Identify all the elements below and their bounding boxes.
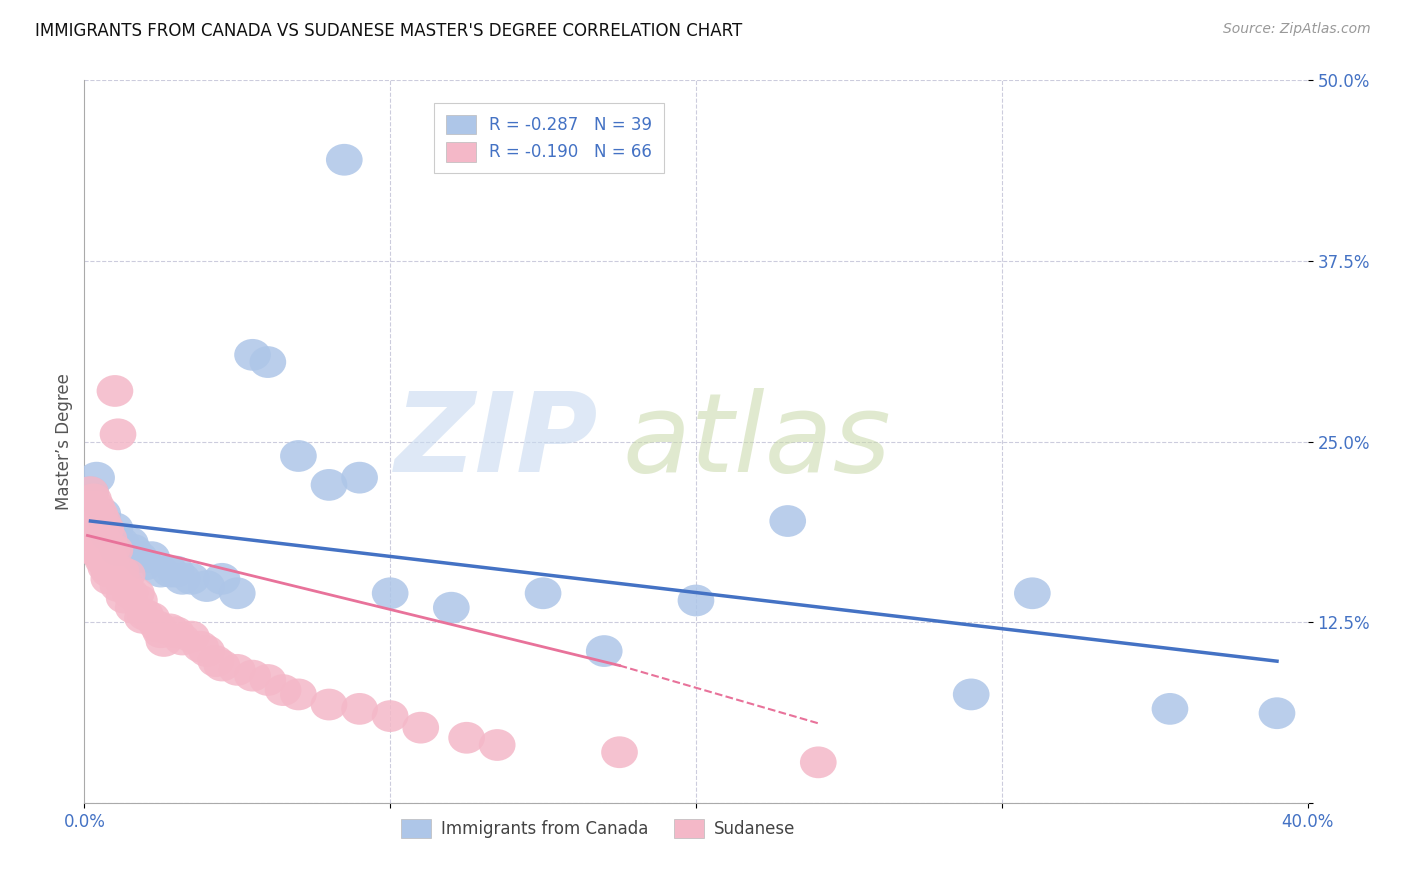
- Text: ZIP: ZIP: [395, 388, 598, 495]
- Text: Source: ZipAtlas.com: Source: ZipAtlas.com: [1223, 22, 1371, 37]
- Text: atlas: atlas: [623, 388, 891, 495]
- Legend: Immigrants from Canada, Sudanese: Immigrants from Canada, Sudanese: [395, 813, 801, 845]
- Y-axis label: Master’s Degree: Master’s Degree: [55, 373, 73, 510]
- Text: IMMIGRANTS FROM CANADA VS SUDANESE MASTER'S DEGREE CORRELATION CHART: IMMIGRANTS FROM CANADA VS SUDANESE MASTE…: [35, 22, 742, 40]
